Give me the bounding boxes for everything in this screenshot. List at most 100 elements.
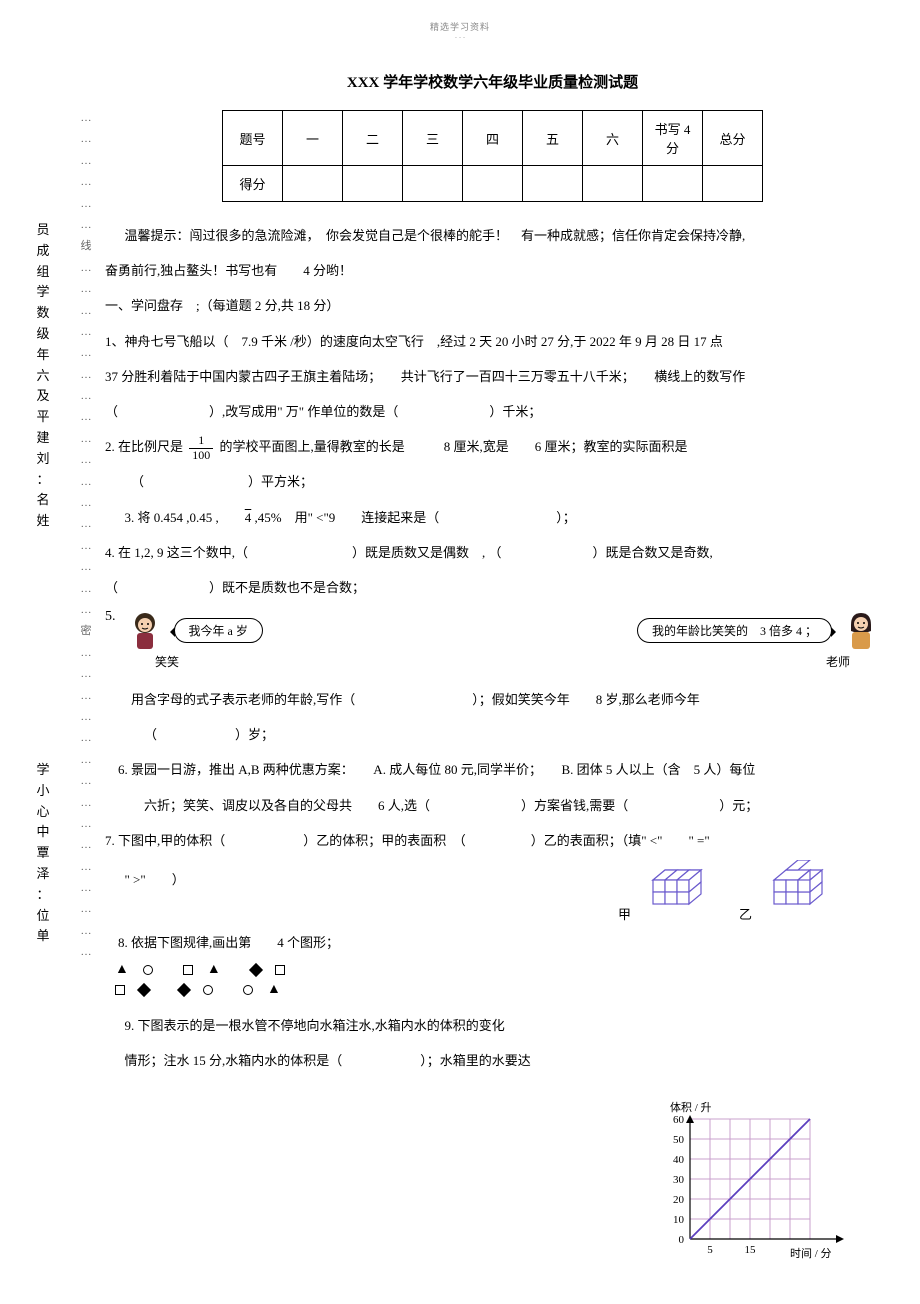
q5-speech-row: 5. 我今年 a 岁 我的年龄比笑笑的 3 倍多 4 ； xyxy=(105,609,880,651)
shapes-row-1: ▲ ▲ xyxy=(115,962,880,978)
td xyxy=(643,166,703,202)
girl-avatar-icon xyxy=(126,609,164,651)
q1-line-c: （ ）,改写成用" 万" 作单位的数是（ ）千米； xyxy=(105,396,880,427)
caption-teacher: 老师 xyxy=(826,653,850,670)
shape-group-2b xyxy=(179,985,213,995)
shapes-row-2: ▲ xyxy=(115,982,880,998)
svg-text:5: 5 xyxy=(707,1244,713,1256)
triangle-fill-icon: ▲ xyxy=(207,962,221,978)
chart-y-label: 体积 / 升 xyxy=(670,1100,712,1114)
chart-x-label: 时间 / 分 xyxy=(790,1247,832,1259)
score-table: 题号 一 二 三 四 五 六 书写 4 分 总分 得分 xyxy=(222,110,763,202)
exam-title: XXX 学年学校数学六年级毕业质量检测试题 xyxy=(105,71,880,92)
q3-line: 3. 将 0.454 ,0.45 , 4 ,45% 用" <"9 连接起来是（ … xyxy=(105,502,880,533)
circle-outline-icon xyxy=(143,965,153,975)
teacher-avatar-icon xyxy=(842,609,880,651)
q2-line-c: （ ）平方米； xyxy=(105,466,880,497)
q7-line-a: 7. 下图中,甲的体积（ ）乙的体积；甲的表面积 （ ）乙的表面积；（填" <"… xyxy=(105,825,880,856)
q8-line: 8. 依据下图规律,画出第 4 个图形； xyxy=(105,927,880,958)
th: 题号 xyxy=(223,111,283,166)
left-vertical-text-1: 员成组学数级年六及平建刘：名姓 xyxy=(34,220,52,532)
q3-text: 3. 将 0.454 ,0.45 , 4 ,45% 用" <"9 连接起来是（ … xyxy=(125,510,576,525)
table-row: 得分 xyxy=(223,166,763,202)
square-outline-icon xyxy=(275,965,285,975)
overline-4: 4 xyxy=(245,510,252,525)
q2-prefix: 2. 在比例尺是 xyxy=(105,439,183,454)
td xyxy=(523,166,583,202)
page-header-top: 精选学习资料 xyxy=(0,0,920,33)
volume-chart: 体积 / 升 60 50 40 30 20 10 0 5 15 时间 / 分 xyxy=(640,1099,860,1264)
label-yi: 乙 xyxy=(739,904,752,923)
q1-line-b: 37 分胜利着陆于中国内蒙古四子王旗主着陆场； 共计飞行了一百四十三万零五十八千… xyxy=(105,361,880,392)
caption-girl: 笑笑 xyxy=(155,653,179,670)
shape-group-2: ▲ xyxy=(183,962,221,978)
q9-line-b: 情形；注水 15 分,水箱内水的体积是（ ）；水箱里的水要达 xyxy=(105,1045,570,1076)
page-header-sub: - - - xyxy=(0,33,920,71)
shape-group-1b xyxy=(115,985,149,995)
q7-line-b: " >" ） xyxy=(105,864,185,895)
q9-line-a: 9. 下图表示的是一根水管不停地向水箱注水,水箱内水的体积的变化 xyxy=(105,1010,570,1041)
q4-line-a: 4. 在 1,2, 9 这三个数中,（ ）既是质数又是偶数 , （ ）既是合数又… xyxy=(105,537,880,568)
th: 一 xyxy=(283,111,343,166)
fraction-num: 1 xyxy=(189,434,213,448)
q6-line-b: 六折；笑笑、调皮以及各自的父母共 6 人,选（ ）方案省钱,需要（ ）元； xyxy=(105,790,880,821)
q6-line-a: 6. 景园一日游，推出 A,B 两种优惠方案： A. 成人每位 80 元,同学半… xyxy=(105,754,880,785)
th: 四 xyxy=(463,111,523,166)
shape-group-3 xyxy=(251,965,285,975)
th: 书写 4 分 xyxy=(643,111,703,166)
td xyxy=(463,166,523,202)
tip-line-1: 温馨提示：闯过很多的急流险滩， 你会发觉自己是个很棒的舵手！ 有一种成就感；信任… xyxy=(105,220,880,251)
arrow-right-icon xyxy=(836,1235,844,1243)
fraction-icon: 1 100 xyxy=(189,434,213,461)
td xyxy=(283,166,343,202)
q5-number: 5. xyxy=(105,609,116,625)
section-1-heading: 一、学问盘存 ;（每道题 2 分,共 18 分） xyxy=(105,290,880,321)
triangle-fill-icon: ▲ xyxy=(115,962,129,978)
shape-group-3b: ▲ xyxy=(243,982,281,998)
speech-bubble-teacher: 我的年龄比笑笑的 3 倍多 4 ； xyxy=(637,618,832,643)
th: 总分 xyxy=(703,111,763,166)
diamond-fill-icon xyxy=(177,983,191,997)
triangle-fill-icon: ▲ xyxy=(267,982,281,998)
td xyxy=(403,166,463,202)
td xyxy=(583,166,643,202)
th: 五 xyxy=(523,111,583,166)
table-row: 题号 一 二 三 四 五 六 书写 4 分 总分 xyxy=(223,111,763,166)
svg-text:15: 15 xyxy=(745,1244,757,1256)
circle-outline-icon xyxy=(243,985,253,995)
square-outline-icon xyxy=(115,985,125,995)
cube-yi-icon xyxy=(766,860,836,923)
svg-text:10: 10 xyxy=(673,1214,685,1226)
left-vertical-text-2: 学小心中覃泽：位单 xyxy=(34,760,52,947)
td: 得分 xyxy=(223,166,283,202)
q4-line-b: （ ）既不是质数也不是合数； xyxy=(105,572,880,603)
diamond-fill-icon xyxy=(249,963,263,977)
speech-bubble-girl: 我今年 a 岁 xyxy=(174,618,263,643)
circle-outline-icon xyxy=(203,985,213,995)
q5-line-c: 用含字母的式子表示老师的年龄,写作（ ）；假如笑笑今年 8 岁,那么老师今年 xyxy=(105,684,880,715)
th: 三 xyxy=(403,111,463,166)
td xyxy=(703,166,763,202)
q5-line-d: （ ）岁； xyxy=(105,719,880,750)
cube-jia-icon xyxy=(645,860,715,923)
td xyxy=(343,166,403,202)
square-outline-icon xyxy=(183,965,193,975)
svg-text:50: 50 xyxy=(673,1134,685,1146)
fraction-den: 100 xyxy=(189,449,213,462)
svg-text:0: 0 xyxy=(679,1234,685,1246)
fold-line-column: ………………线……………………………………………密……………………………………… xyxy=(80,105,92,967)
label-jia: 甲 xyxy=(618,904,631,923)
tip-line-2: 奋勇前行,独占鳌头！书写也有 4 分哟！ xyxy=(105,255,880,286)
th: 二 xyxy=(343,111,403,166)
diamond-fill-icon xyxy=(137,983,151,997)
th: 六 xyxy=(583,111,643,166)
q2-line-a: 2. 在比例尺是 1 100 的学校平面图上,量得教室的长是 8 厘米,宽是 6… xyxy=(105,431,880,462)
svg-text:20: 20 xyxy=(673,1194,685,1206)
shape-group-1: ▲ xyxy=(115,962,153,978)
q7-row: " >" ） 甲 乙 xyxy=(105,860,880,923)
svg-text:60: 60 xyxy=(673,1114,685,1126)
q2-suffix: 的学校平面图上,量得教室的长是 8 厘米,宽是 6 厘米；教室的实际面积是 xyxy=(220,439,688,454)
svg-text:40: 40 xyxy=(673,1154,685,1166)
q1-line-a: 1、神舟七号飞船以（ 7.9 千米 /秒）的速度向太空飞行 ,经过 2 天 20… xyxy=(105,326,880,357)
svg-text:30: 30 xyxy=(673,1174,685,1186)
